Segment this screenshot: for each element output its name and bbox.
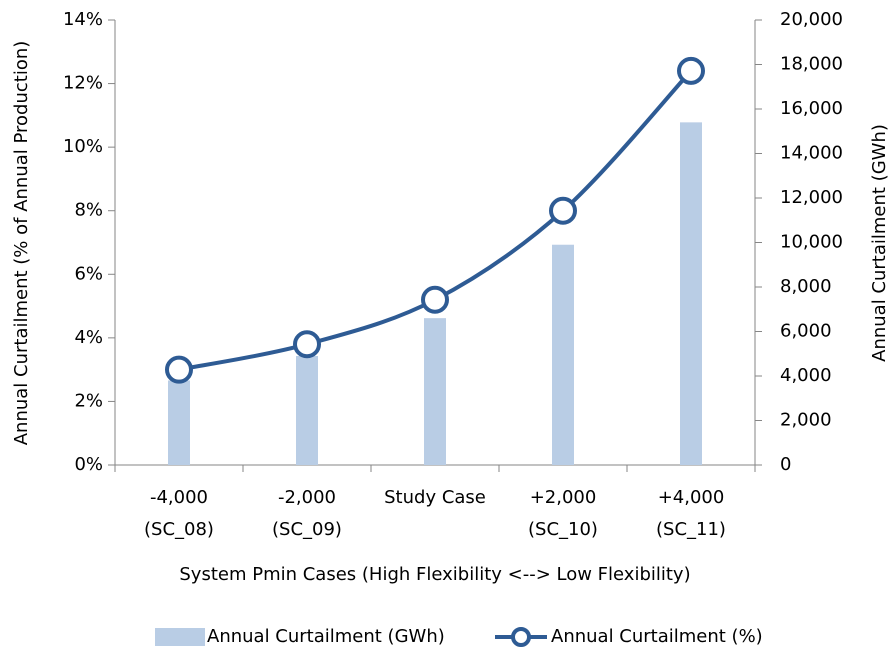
x-tick-label: (SC_09) <box>272 519 342 540</box>
bar <box>424 318 446 465</box>
line-marker <box>421 285 449 314</box>
line-marker <box>549 196 577 225</box>
y-tick-label: 4% <box>74 327 103 348</box>
y2-tick-label: 8,000 <box>780 276 832 297</box>
y-tick-label: 2% <box>74 390 103 411</box>
bar <box>552 244 574 465</box>
legend-swatch <box>155 628 205 646</box>
y-tick-label: 0% <box>74 454 103 475</box>
y-tick-label: 14% <box>63 9 103 30</box>
y2-tick-label: 10,000 <box>780 232 843 253</box>
y2-tick-label: 14,000 <box>780 143 843 164</box>
x-tick-label: -4,000 <box>150 487 208 508</box>
y-tick-label: 10% <box>63 136 103 157</box>
legend-swatch <box>511 627 531 647</box>
line-marker <box>293 330 321 359</box>
x-tick-label: +2,000 <box>530 487 597 508</box>
line-marker <box>165 355 193 384</box>
legend-label: Annual Curtailment (%) <box>551 626 763 647</box>
y2-tick-label: 0 <box>780 454 791 475</box>
y2-tick-label: 4,000 <box>780 365 832 386</box>
y2-tick-label: 20,000 <box>780 9 843 30</box>
legend-label: Annual Curtailment (GWh) <box>207 626 445 647</box>
bar <box>296 355 318 465</box>
y-tick-label: 8% <box>74 200 103 221</box>
y2-tick-label: 2,000 <box>780 410 832 431</box>
y2-tick-label: 18,000 <box>780 54 843 75</box>
y-tick-label: 6% <box>74 263 103 284</box>
x-tick-label: +4,000 <box>658 487 725 508</box>
y2-tick-label: 12,000 <box>780 187 843 208</box>
bar <box>680 122 702 465</box>
y2-tick-label: 6,000 <box>780 321 832 342</box>
x-tick-label: -2,000 <box>278 487 336 508</box>
bar <box>168 380 190 465</box>
y-tick-label: 12% <box>63 73 103 94</box>
x-tick-label: (SC_08) <box>144 519 214 540</box>
x-tick-label: (SC_10) <box>528 519 598 540</box>
y2-axis-label: Annual Curtailment (GWh) <box>869 124 890 362</box>
line-marker <box>677 56 705 85</box>
y-axis-label: Annual Curtailment (% of Annual Producti… <box>11 41 32 446</box>
x-tick-label: Study Case <box>384 487 486 508</box>
x-tick-label: (SC_11) <box>656 519 726 540</box>
x-axis-label: System Pmin Cases (High Flexibility <-->… <box>179 564 690 585</box>
y2-tick-label: 16,000 <box>780 98 843 119</box>
